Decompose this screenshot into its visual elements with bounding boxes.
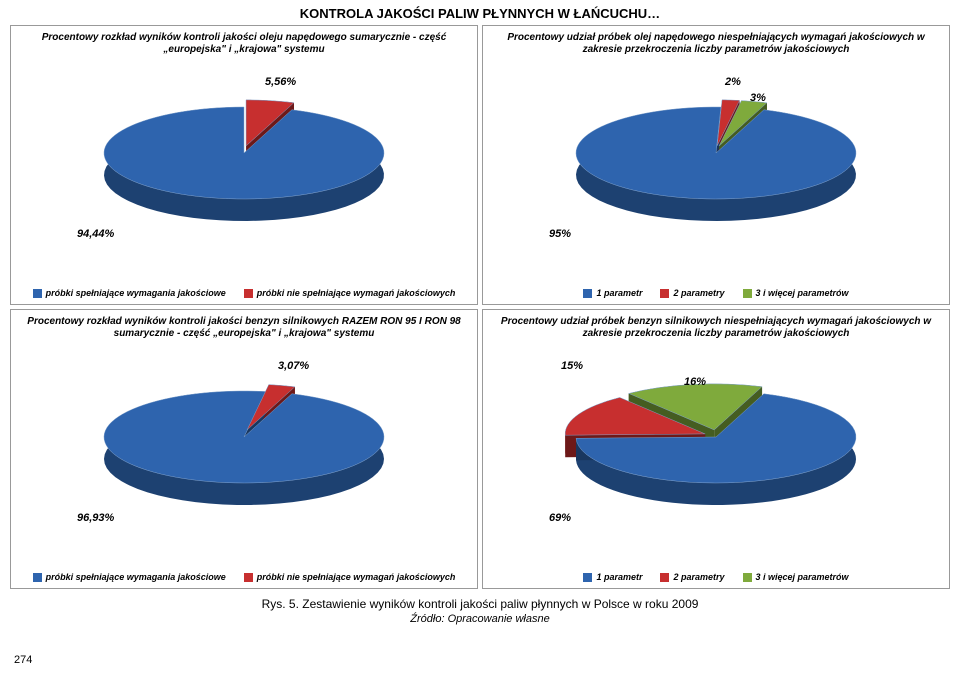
legend-swatch — [33, 289, 42, 298]
pie-slice-label: 96,93% — [77, 512, 114, 524]
panel-br: Procentowy udział próbek benzyn silnikow… — [482, 309, 950, 589]
chart-bl: 96,93% 3,07% — [17, 342, 471, 532]
pie-slice-label: 69% — [549, 512, 571, 524]
panel-bl: Procentowy rozkład wyników kontroli jako… — [10, 309, 478, 589]
legend-item: 1 parametr — [583, 572, 642, 582]
legend-item: próbki spełniające wymagania jakościowe — [33, 288, 226, 298]
legend-text: 1 parametr — [596, 288, 642, 298]
legend-swatch — [743, 289, 752, 298]
pie-slice-label: 3,07% — [278, 360, 309, 372]
legend-swatch — [743, 573, 752, 582]
legend-item: 3 i więcej parametrów — [743, 572, 849, 582]
legend-swatch — [660, 573, 669, 582]
legend-swatch — [33, 573, 42, 582]
panel-tl-title: Procentowy rozkład wyników kontroli jako… — [17, 30, 471, 58]
panel-tr-title: Procentowy udział próbek olej napędowego… — [489, 30, 943, 58]
pie-slice-label: 94,44% — [77, 228, 114, 240]
legend-item: próbki spełniające wymagania jakościowe — [33, 572, 226, 582]
chart-br: 69% 15% 16% — [489, 342, 943, 532]
legend-swatch — [244, 573, 253, 582]
pie-slice-label: 16% — [684, 376, 706, 388]
panel-tr: Procentowy udział próbek olej napędowego… — [482, 25, 950, 305]
legend-swatch — [244, 289, 253, 298]
legend-text: próbki nie spełniające wymagań jakościow… — [257, 572, 456, 582]
legend-swatch — [660, 289, 669, 298]
pie-slice — [104, 391, 384, 483]
pie-slice — [104, 107, 384, 199]
legend-text: 2 parametry — [673, 572, 724, 582]
legend-text: próbki spełniające wymagania jakościowe — [46, 288, 226, 298]
pie-slice-label: 2% — [725, 76, 741, 88]
panel-br-title: Procentowy udział próbek benzyn silnikow… — [489, 314, 943, 342]
legend-bl: próbki spełniające wymagania jakościowe p… — [11, 572, 477, 582]
legend-swatch — [583, 289, 592, 298]
figure-caption: Rys. 5. Zestawienie wyników kontroli jak… — [0, 597, 960, 611]
panel-tl: Procentowy rozkład wyników kontroli jako… — [10, 25, 478, 305]
legend-item: 2 parametry — [660, 288, 724, 298]
pie-slice — [576, 107, 856, 199]
legend-item: 3 i więcej parametrów — [743, 288, 849, 298]
legend-swatch — [583, 573, 592, 582]
chart-tl: 94,44% 5,56% — [17, 58, 471, 248]
legend-item: próbki nie spełniające wymagań jakościow… — [244, 572, 456, 582]
legend-item: 2 parametry — [660, 572, 724, 582]
legend-br: 1 parametr 2 parametry 3 i więcej parametr… — [483, 572, 949, 582]
legend-tr: 1 parametr 2 parametry 3 i więcej parametr… — [483, 288, 949, 298]
legend-item: próbki nie spełniające wymagań jakościow… — [244, 288, 456, 298]
panel-bl-title: Procentowy rozkład wyników kontroli jako… — [17, 314, 471, 342]
chart-tr: 95% 2% 3% — [489, 58, 943, 248]
legend-text: 1 parametr — [596, 572, 642, 582]
legend-text: 3 i więcej parametrów — [756, 288, 849, 298]
page-number: 274 — [14, 654, 32, 666]
pie-slice-label: 3% — [750, 92, 766, 104]
legend-text: 3 i więcej parametrów — [756, 572, 849, 582]
legend-text: próbki spełniające wymagania jakościowe — [46, 572, 226, 582]
legend-text: próbki nie spełniające wymagań jakościow… — [257, 288, 456, 298]
page-title: KONTROLA JAKOŚCI PALIW PŁYNNYCH W ŁAŃCUC… — [0, 0, 960, 21]
legend-tl: próbki spełniające wymagania jakościowe p… — [11, 288, 477, 298]
chart-grid: Procentowy rozkład wyników kontroli jako… — [0, 21, 960, 589]
pie-slice-label: 15% — [561, 360, 583, 372]
pie-slice-label: 5,56% — [265, 76, 296, 88]
pie-slice-label: 95% — [549, 228, 571, 240]
legend-text: 2 parametry — [673, 288, 724, 298]
legend-item: 1 parametr — [583, 288, 642, 298]
figure-source: Źródło: Opracowanie własne — [0, 613, 960, 625]
